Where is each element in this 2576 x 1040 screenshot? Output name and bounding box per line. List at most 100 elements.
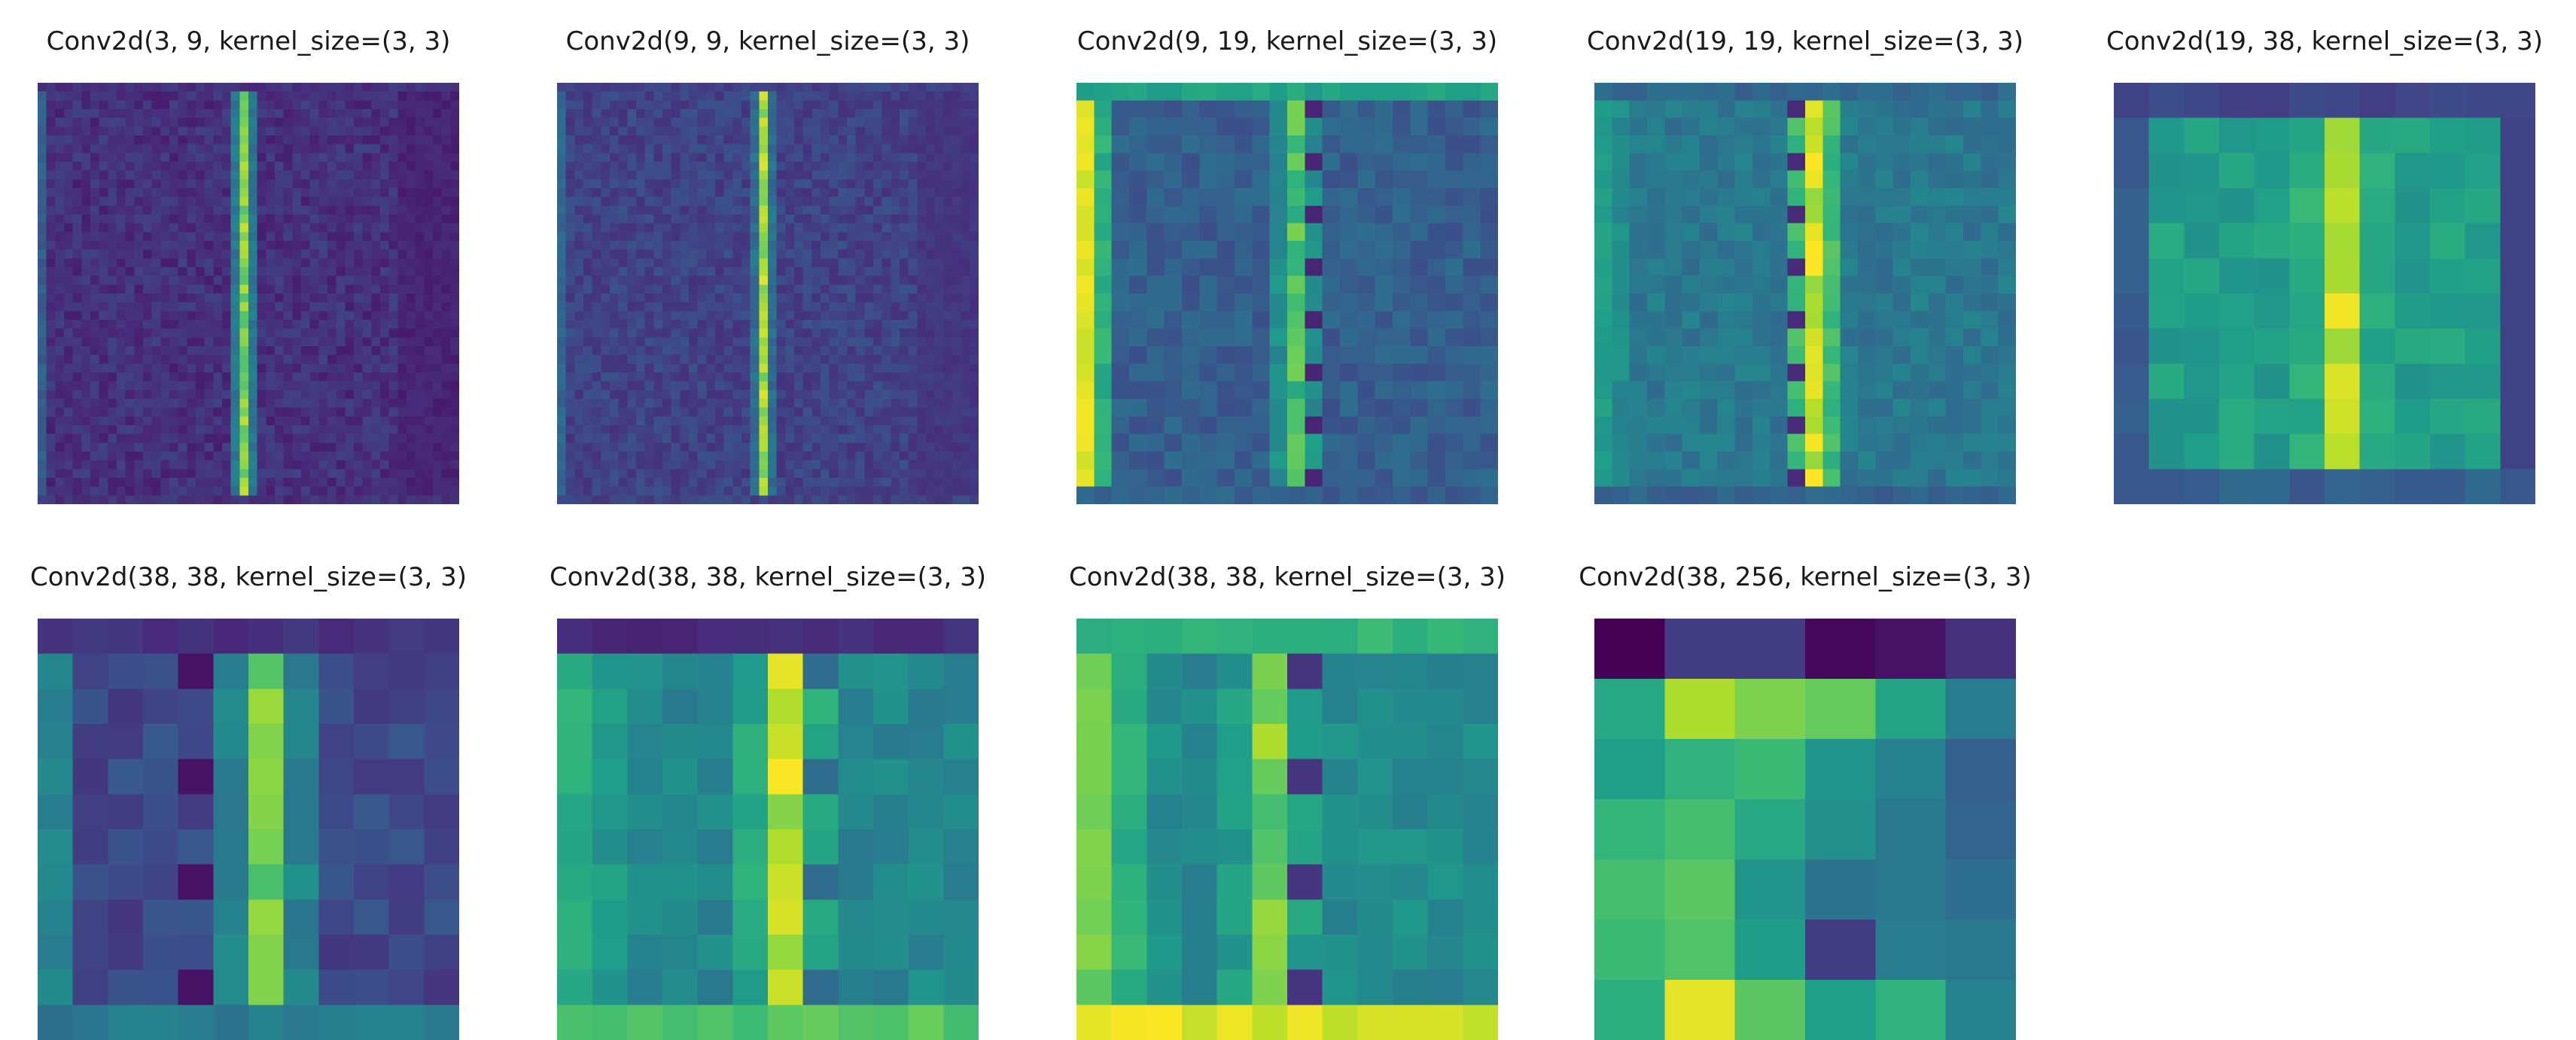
heatmap-cell (952, 275, 962, 285)
heatmap-cell (1076, 153, 1095, 172)
heatmap-cell (785, 381, 795, 391)
heatmap-cell (222, 188, 232, 198)
heatmap-cell (354, 346, 364, 356)
heatmap-cell (680, 100, 690, 110)
heatmap-cell (450, 100, 459, 110)
heatmap-cell (292, 363, 302, 373)
heatmap-cell (838, 135, 848, 145)
heatmap-cell (169, 249, 179, 259)
heatmap-cell (169, 162, 179, 172)
heatmap-cell (689, 399, 699, 409)
heatmap-cell (723, 469, 733, 479)
heatmap-cell (970, 433, 979, 443)
heatmap-cell (943, 144, 953, 154)
heatmap-cell (248, 188, 258, 198)
heatmap-cell (388, 196, 398, 206)
heatmap-cell (187, 117, 196, 127)
heatmap-cell (961, 284, 970, 294)
heatmap-panel: Conv2d(9, 9, kernel_size=(3, 3) (557, 23, 979, 504)
heatmap-cell (450, 433, 459, 443)
heatmap-cell (926, 170, 936, 180)
heatmap-cell (345, 275, 355, 285)
heatmap-cell (715, 469, 725, 479)
heatmap-cell (908, 117, 918, 127)
heatmap-cell (38, 109, 47, 119)
heatmap-cell (627, 153, 637, 163)
heatmap-cell (794, 232, 804, 242)
heatmap-cell (151, 469, 161, 479)
heatmap-cell (847, 363, 857, 373)
heatmap-cell (388, 179, 398, 189)
heatmap-cell (811, 117, 821, 127)
heatmap-cell (397, 258, 407, 268)
heatmap-cell (680, 241, 690, 251)
heatmap-cell (318, 162, 328, 172)
heatmap-cell (213, 223, 223, 233)
heatmap-cell (301, 214, 311, 224)
heatmap-cell (811, 320, 821, 330)
heatmap-cell (301, 469, 311, 479)
heatmap-cell (143, 425, 153, 435)
heatmap-cell (583, 153, 593, 163)
heatmap-cell (1235, 170, 1253, 189)
heatmap-cell (891, 363, 900, 373)
heatmap-cell (671, 109, 681, 119)
heatmap-cell (362, 91, 372, 101)
heatmap-cell (732, 91, 742, 101)
heatmap-cell (99, 117, 108, 127)
heatmap-cell (847, 144, 857, 154)
heatmap-cell (671, 232, 681, 242)
heatmap-cell (750, 373, 760, 382)
heatmap-cell (785, 241, 795, 251)
heatmap-cell (117, 425, 126, 435)
heatmap-cell (855, 328, 865, 338)
heatmap-cell (689, 241, 699, 251)
heatmap-cell (759, 232, 769, 242)
heatmap-cell (213, 354, 223, 364)
heatmap-cell (706, 381, 716, 391)
heatmap-cell (1375, 346, 1393, 364)
heatmap-cell (873, 170, 883, 180)
heatmap-cell (1340, 346, 1358, 364)
heatmap-cell (55, 452, 65, 461)
heatmap-cell (943, 416, 953, 426)
heatmap-cell (802, 346, 812, 356)
heatmap-cell (926, 162, 936, 172)
heatmap-cell (574, 188, 584, 198)
heatmap-cell (855, 109, 865, 119)
heatmap-cell (72, 433, 82, 443)
heatmap-cell (380, 267, 390, 277)
heatmap-cell (450, 469, 459, 479)
heatmap-cell (759, 196, 769, 206)
heatmap-cell (55, 126, 65, 136)
heatmap-cell (380, 478, 390, 488)
heatmap-cell (380, 354, 390, 364)
heatmap-cell (636, 328, 646, 338)
heatmap-cell (610, 416, 620, 426)
heatmap-cell (230, 188, 240, 198)
heatmap-cell (821, 495, 830, 504)
heatmap-cell (354, 478, 364, 488)
heatmap-cell (689, 135, 699, 145)
heatmap-cell (117, 214, 126, 224)
heatmap-cell (1216, 117, 1235, 136)
heatmap-cell (1322, 100, 1341, 119)
heatmap-cell (160, 275, 170, 285)
heatmap-cell (38, 232, 47, 242)
heatmap-cell (388, 249, 398, 259)
heatmap-cell (433, 337, 443, 347)
heatmap-cell (266, 135, 276, 145)
heatmap-cell (644, 354, 654, 364)
heatmap-cell (900, 373, 909, 382)
heatmap-cell (204, 416, 214, 426)
heatmap-cell (557, 249, 567, 259)
heatmap-cell (952, 293, 962, 303)
heatmap-cell (847, 117, 857, 127)
heatmap-cell (169, 126, 179, 136)
heatmap-cell (768, 320, 778, 330)
heatmap-cell (873, 373, 883, 382)
heatmap-cell (847, 354, 857, 364)
heatmap-cell (301, 179, 311, 189)
heatmap-cell (46, 495, 56, 504)
heatmap-cell (283, 162, 293, 172)
